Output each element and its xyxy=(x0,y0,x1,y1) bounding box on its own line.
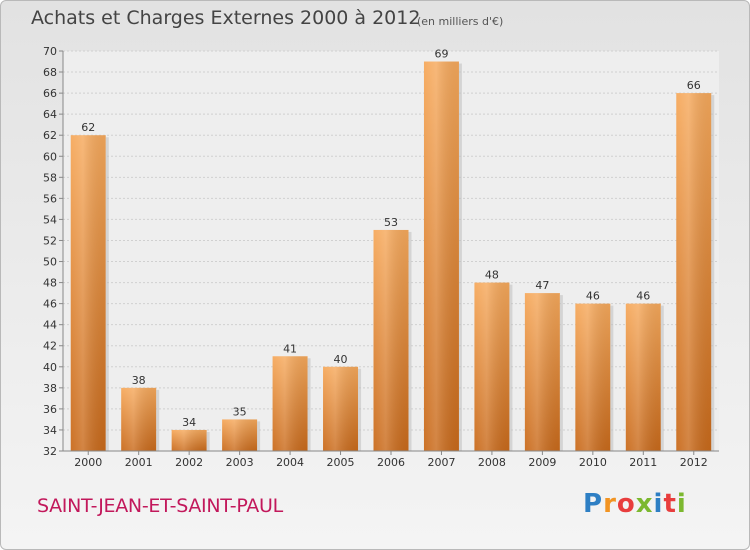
logo-letter: o xyxy=(616,489,636,519)
x-tick-label: 2002 xyxy=(175,456,203,469)
value-label: 38 xyxy=(132,374,146,387)
y-tick-label: 70 xyxy=(43,45,57,58)
logo-letter: P xyxy=(583,489,604,519)
bar-shadow xyxy=(257,421,261,451)
bar-2006 xyxy=(373,229,412,451)
x-tick-label: 2007 xyxy=(427,456,455,469)
value-label: 40 xyxy=(334,353,348,366)
logo-letter: i xyxy=(653,489,664,519)
y-tick-label: 66 xyxy=(43,87,57,100)
bar-shadow xyxy=(307,358,311,451)
bar-shadow xyxy=(458,63,462,452)
y-tick-label: 58 xyxy=(43,171,57,184)
bar-shadow xyxy=(559,295,563,451)
bar-shadow xyxy=(358,368,362,451)
x-tick-label: 2010 xyxy=(579,456,607,469)
value-label: 34 xyxy=(182,416,196,429)
logo-letter: r xyxy=(603,489,617,519)
x-tick-label: 2009 xyxy=(528,456,556,469)
bar-2003 xyxy=(222,419,261,451)
y-tick-label: 52 xyxy=(43,234,57,247)
y-tick-label: 68 xyxy=(43,66,57,79)
bar-2012 xyxy=(676,93,715,452)
proxiti-logo: Proxiti xyxy=(583,489,687,519)
bar-sheen xyxy=(373,229,409,451)
bar-sheen xyxy=(625,303,661,451)
commune-name: SAINT-JEAN-ET-SAINT-PAUL xyxy=(37,495,283,517)
y-tick-label: 54 xyxy=(43,213,57,226)
y-tick-label: 42 xyxy=(43,340,57,353)
bar-shadow xyxy=(105,137,109,452)
y-tick-label: 38 xyxy=(43,382,57,395)
bar-shadow xyxy=(711,95,715,452)
bar-shadow xyxy=(610,305,614,451)
value-label: 35 xyxy=(233,405,247,418)
x-tick-label: 2003 xyxy=(226,456,254,469)
value-label: 62 xyxy=(81,121,95,134)
bar-2011 xyxy=(625,303,664,451)
x-tick-label: 2011 xyxy=(629,456,657,469)
x-tick-label: 2008 xyxy=(478,456,506,469)
bar-sheen xyxy=(474,282,510,451)
x-tick-label: 2001 xyxy=(125,456,153,469)
value-label: 69 xyxy=(434,48,448,61)
chart-title: Achats et Charges Externes 2000 à 2012 xyxy=(31,7,421,29)
bar-sheen xyxy=(272,356,308,451)
value-label: 46 xyxy=(636,290,650,303)
bar-sheen xyxy=(323,366,359,451)
bar-sheen xyxy=(70,135,106,452)
value-label: 48 xyxy=(485,269,499,282)
bar-shadow xyxy=(408,231,412,451)
y-tick-label: 50 xyxy=(43,256,57,269)
bar-sheen xyxy=(171,429,207,451)
x-tick-label: 2004 xyxy=(276,456,304,469)
x-tick-label: 2000 xyxy=(74,456,102,469)
bar-sheen xyxy=(676,93,712,452)
y-tick-label: 32 xyxy=(43,445,57,458)
chart-subtitle: (en milliers d'€) xyxy=(417,15,504,28)
y-tick-label: 60 xyxy=(43,150,57,163)
y-tick-label: 34 xyxy=(43,424,57,437)
bar-shadow xyxy=(206,431,210,451)
x-tick-label: 2005 xyxy=(327,456,355,469)
value-label: 46 xyxy=(586,290,600,303)
bar-shadow xyxy=(660,305,664,451)
x-tick-label: 2006 xyxy=(377,456,405,469)
bar-shadow xyxy=(156,389,160,451)
bar-2007 xyxy=(423,61,462,452)
y-tick-label: 46 xyxy=(43,298,57,311)
logo-letter: x xyxy=(635,489,654,519)
logo-letter: i xyxy=(676,489,687,519)
bar-2009 xyxy=(524,293,563,451)
bar-2000 xyxy=(70,135,109,452)
bar-2005 xyxy=(323,366,362,451)
logo-letter: t xyxy=(663,489,677,519)
bar-2004 xyxy=(272,356,311,451)
bar-sheen xyxy=(121,387,157,451)
value-label: 47 xyxy=(535,279,549,292)
y-tick-label: 36 xyxy=(43,403,57,416)
x-tick-label: 2012 xyxy=(680,456,708,469)
y-tick-label: 64 xyxy=(43,108,57,121)
bar-sheen xyxy=(575,303,611,451)
y-tick-label: 56 xyxy=(43,192,57,205)
bar-sheen xyxy=(524,293,560,451)
y-tick-label: 40 xyxy=(43,361,57,374)
y-tick-label: 62 xyxy=(43,129,57,142)
value-label: 53 xyxy=(384,216,398,229)
bar-sheen xyxy=(423,61,459,452)
bar-shadow xyxy=(509,284,513,451)
bar-2001 xyxy=(121,387,160,451)
y-tick-label: 44 xyxy=(43,319,57,332)
value-label: 66 xyxy=(687,79,701,92)
y-tick-label: 48 xyxy=(43,277,57,290)
bar-2002 xyxy=(171,429,210,451)
bar-2010 xyxy=(575,303,614,451)
bar-sheen xyxy=(222,419,258,451)
bar-2008 xyxy=(474,282,513,451)
value-label: 41 xyxy=(283,342,297,355)
